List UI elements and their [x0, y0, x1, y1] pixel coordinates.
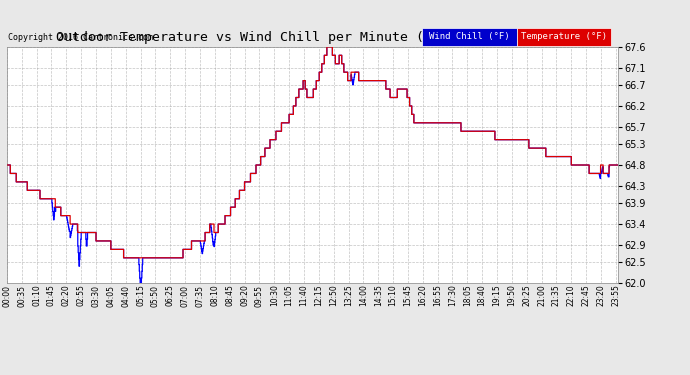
- Text: Temperature (°F): Temperature (°F): [521, 32, 607, 41]
- Text: Copyright 2016 Cartronics.com: Copyright 2016 Cartronics.com: [8, 33, 152, 42]
- FancyBboxPatch shape: [517, 28, 611, 46]
- FancyBboxPatch shape: [422, 28, 517, 46]
- Title: Outdoor Temperature vs Wind Chill per Minute (24 Hours) 20160924: Outdoor Temperature vs Wind Chill per Mi…: [56, 32, 569, 44]
- Text: Wind Chill (°F): Wind Chill (°F): [429, 32, 510, 41]
